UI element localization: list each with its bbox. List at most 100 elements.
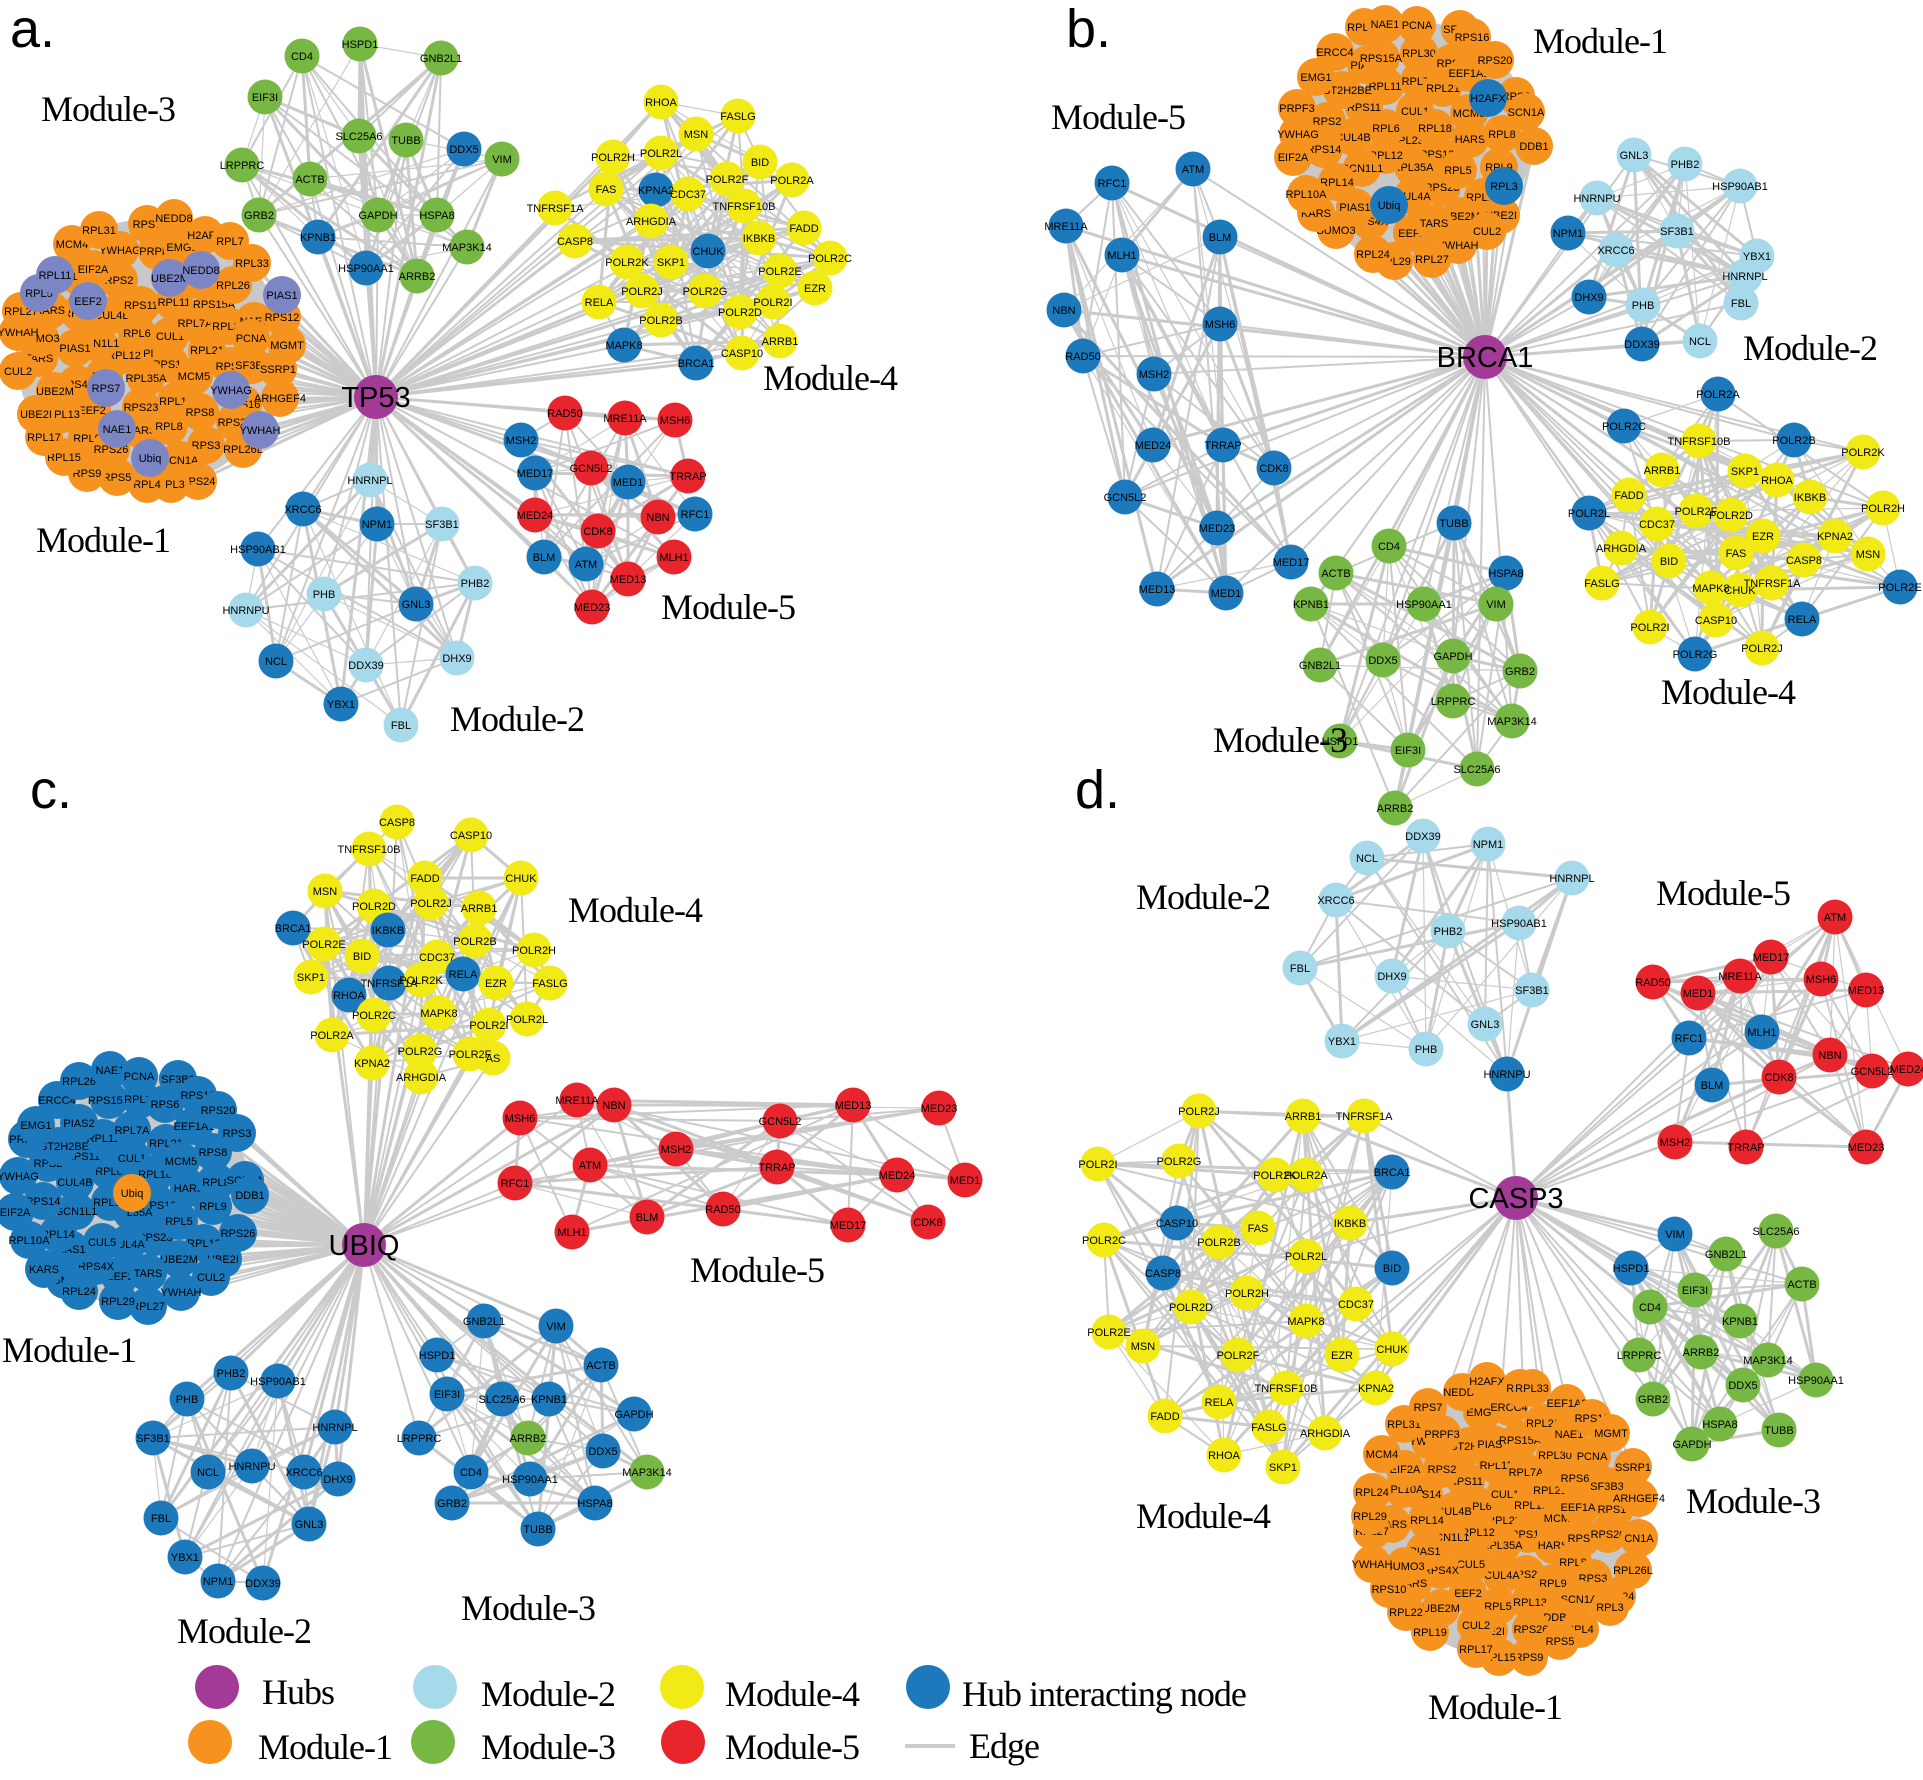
svg-text:MED24: MED24: [1890, 1064, 1923, 1076]
svg-text:GCN5L2: GCN5L2: [570, 463, 613, 475]
svg-text:POLR2L: POLR2L: [1285, 1251, 1327, 1263]
svg-text:MRE11A: MRE11A: [555, 1095, 599, 1107]
svg-text:ARRB2: ARRB2: [1377, 803, 1414, 815]
svg-text:POLR2D: POLR2D: [352, 901, 396, 913]
svg-text:POLR2I: POLR2I: [1630, 622, 1669, 634]
svg-text:SLC25A6: SLC25A6: [335, 131, 382, 143]
svg-text:HNRNPL: HNRNPL: [312, 1422, 357, 1434]
svg-text:RPS2: RPS2: [1313, 116, 1342, 128]
svg-text:POLR2H: POLR2H: [512, 945, 556, 957]
svg-text:TNFRSF1A: TNFRSF1A: [1336, 1111, 1394, 1123]
svg-text:POLR2C: POLR2C: [352, 1010, 396, 1022]
svg-text:POLR2A: POLR2A: [1696, 389, 1740, 401]
svg-text:CASP8: CASP8: [557, 236, 593, 248]
svg-text:Ubiq: Ubiq: [139, 453, 162, 465]
svg-text:RPL33: RPL33: [235, 258, 269, 270]
svg-text:MED13: MED13: [1139, 584, 1176, 596]
svg-text:FBL: FBL: [1731, 298, 1751, 310]
svg-text:RPS11: RPS11: [124, 300, 158, 312]
svg-text:POLR2C: POLR2C: [1602, 421, 1646, 433]
svg-text:EIF3I: EIF3I: [1682, 1285, 1708, 1297]
svg-text:IKBKB: IKBKB: [372, 925, 404, 937]
svg-text:MED17: MED17: [517, 468, 554, 480]
svg-text:HNRNPU: HNRNPU: [1483, 1069, 1530, 1081]
svg-text:DHX9: DHX9: [442, 653, 471, 665]
svg-text:EMG1: EMG1: [1300, 72, 1331, 84]
svg-text:BLM: BLM: [1209, 232, 1232, 244]
svg-text:TNFRSF10B: TNFRSF10B: [713, 201, 776, 213]
svg-text:MED23: MED23: [921, 1103, 958, 1115]
svg-text:RPL8: RPL8: [202, 1177, 230, 1189]
svg-text:Module-4: Module-4: [1661, 672, 1796, 712]
svg-text:POLR2I: POLR2I: [469, 1020, 508, 1032]
svg-text:RHOA: RHOA: [1208, 1450, 1240, 1462]
svg-text:POLR2F: POLR2F: [1217, 1350, 1260, 1362]
svg-text:RPL3: RPL3: [1596, 1602, 1624, 1614]
svg-text:KPNA2: KPNA2: [638, 185, 674, 197]
svg-text:POLR2E: POLR2E: [758, 266, 801, 278]
svg-text:SSRP1: SSRP1: [260, 364, 296, 376]
svg-text:HSP90AA1: HSP90AA1: [502, 1474, 558, 1486]
svg-text:BRCA1: BRCA1: [1437, 342, 1534, 374]
svg-text:RPL10A: RPL10A: [1286, 189, 1328, 201]
svg-text:NPM1: NPM1: [203, 1576, 234, 1588]
svg-text:Hubs: Hubs: [262, 1672, 334, 1712]
svg-text:RPL5: RPL5: [165, 1216, 193, 1228]
svg-text:Module-4: Module-4: [1136, 1496, 1271, 1536]
svg-text:CDK8: CDK8: [1259, 463, 1288, 475]
svg-text:EZR: EZR: [804, 283, 826, 295]
svg-text:CD4: CD4: [1378, 541, 1400, 553]
svg-text:UBIQ: UBIQ: [329, 1230, 400, 1262]
svg-text:IKBKB: IKBKB: [743, 233, 775, 245]
svg-text:CASP10: CASP10: [1156, 1218, 1198, 1230]
svg-text:GRB2: GRB2: [1505, 666, 1535, 678]
svg-text:POLR2J: POLR2J: [410, 898, 452, 910]
svg-text:KPNB1: KPNB1: [531, 1394, 567, 1406]
svg-text:POLR2H: POLR2H: [591, 152, 635, 164]
svg-text:PIAS1: PIAS1: [59, 343, 90, 355]
svg-text:MSN: MSN: [684, 129, 709, 141]
svg-text:ARHGDIA: ARHGDIA: [1300, 1428, 1351, 1440]
svg-text:POLR2I: POLR2I: [1078, 1159, 1117, 1171]
svg-text:HSP90AB1: HSP90AB1: [230, 544, 286, 556]
svg-text:UBE2M: UBE2M: [160, 1254, 198, 1266]
svg-text:RPL7A: RPL7A: [115, 1125, 151, 1137]
svg-text:DDX39: DDX39: [1405, 831, 1440, 843]
svg-text:CASP8: CASP8: [1786, 555, 1822, 567]
svg-text:FASLG: FASLG: [1584, 578, 1619, 590]
svg-text:CDC37: CDC37: [1639, 519, 1675, 531]
svg-text:AS: AS: [486, 1053, 501, 1065]
svg-text:RPL26L: RPL26L: [1613, 1565, 1653, 1577]
svg-text:MLH1: MLH1: [659, 552, 688, 564]
svg-text:GNL3: GNL3: [1471, 1019, 1500, 1031]
svg-text:RPS9: RPS9: [1515, 1652, 1544, 1664]
svg-text:ACTB: ACTB: [295, 174, 324, 186]
svg-text:NCL: NCL: [1356, 853, 1378, 865]
svg-text:GNB2L1: GNB2L1: [1299, 660, 1341, 672]
svg-text:GNB2L1: GNB2L1: [420, 53, 462, 65]
svg-text:CASP8: CASP8: [379, 817, 415, 829]
svg-text:FBL: FBL: [391, 720, 411, 732]
svg-text:PRPF3: PRPF3: [1279, 103, 1314, 115]
svg-text:Module-1: Module-1: [2, 1330, 136, 1370]
svg-text:HSPD1: HSPD1: [342, 39, 379, 51]
svg-text:EEF2: EEF2: [74, 296, 102, 308]
svg-text:RPS20: RPS20: [201, 1105, 236, 1117]
svg-text:HSPA8: HSPA8: [1488, 568, 1523, 580]
svg-text:LRPPRC: LRPPRC: [220, 160, 265, 172]
svg-text:MAPK8: MAPK8: [420, 1008, 457, 1020]
svg-text:RPL17: RPL17: [1459, 1644, 1493, 1656]
svg-text:GCN5L2: GCN5L2: [1851, 1066, 1894, 1078]
svg-text:MSN: MSN: [1131, 1341, 1156, 1353]
svg-text:HNRNPU: HNRNPU: [228, 1461, 275, 1473]
svg-text:H2AFX: H2AFX: [1470, 93, 1506, 105]
svg-text:EZR: EZR: [1752, 531, 1774, 543]
svg-text:POLR2G: POLR2G: [1673, 649, 1718, 661]
svg-text:DHX9: DHX9: [323, 1474, 352, 1486]
svg-text:MED1: MED1: [950, 1175, 981, 1187]
svg-text:HSP90AB1: HSP90AB1: [1712, 181, 1768, 193]
svg-text:ERCC4: ERCC4: [1316, 47, 1353, 59]
svg-text:PIAS2: PIAS2: [63, 1118, 94, 1130]
svg-text:GNL3: GNL3: [1620, 150, 1649, 162]
svg-text:RFC1: RFC1: [1098, 178, 1127, 190]
